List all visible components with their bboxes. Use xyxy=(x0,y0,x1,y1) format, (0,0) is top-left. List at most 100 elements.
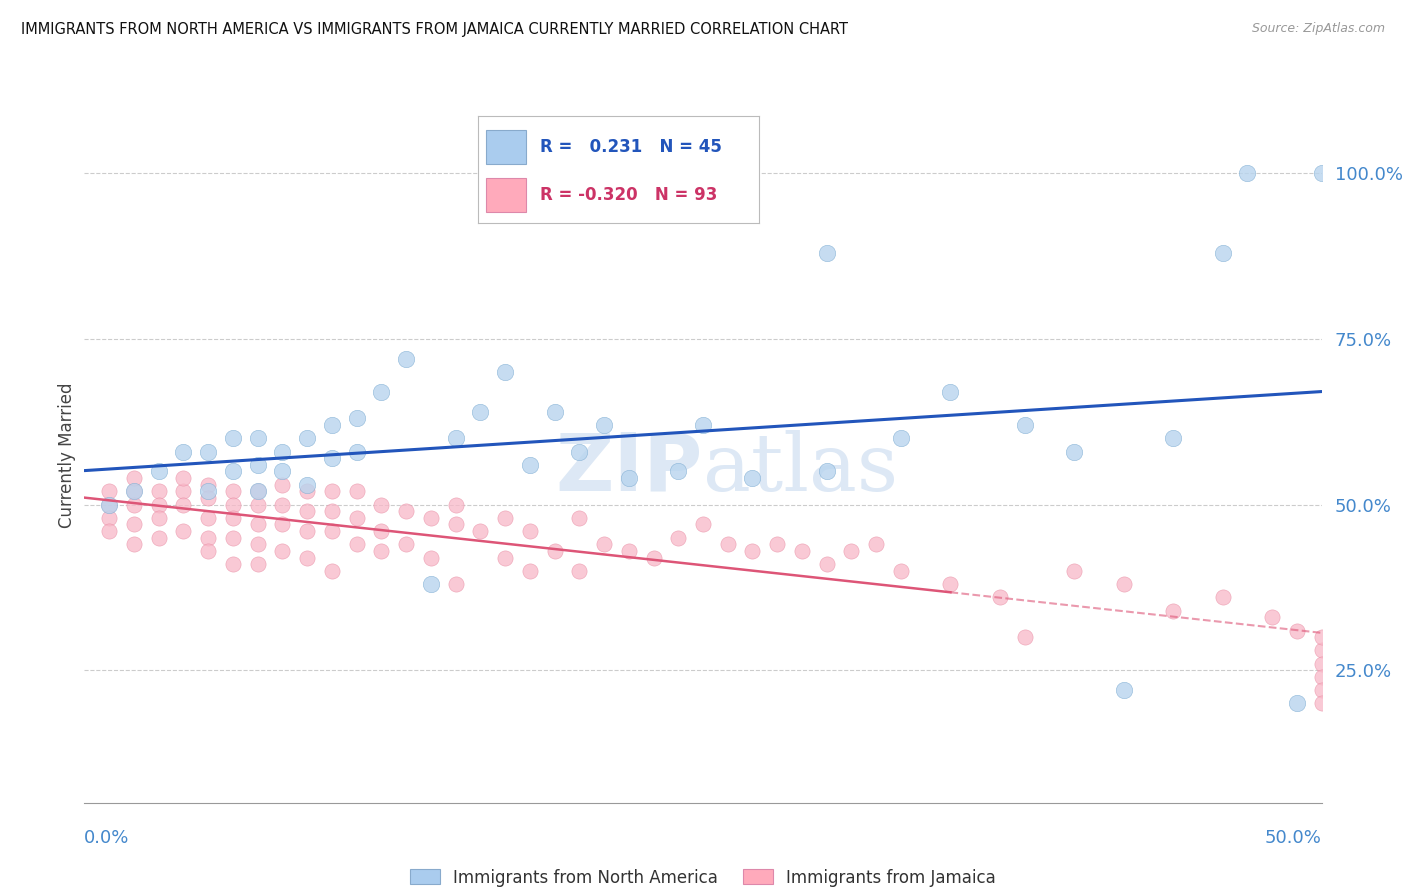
Point xyxy=(666,531,689,545)
Point xyxy=(815,245,838,260)
Point xyxy=(148,484,170,499)
Point xyxy=(717,537,740,551)
Point xyxy=(419,511,441,525)
Point xyxy=(568,564,591,578)
Point xyxy=(246,537,269,551)
Point xyxy=(246,458,269,472)
Point xyxy=(321,504,343,518)
Point xyxy=(98,498,121,512)
Point xyxy=(271,444,294,458)
Point xyxy=(222,484,245,499)
Point xyxy=(246,484,269,499)
Bar xyxy=(486,130,526,164)
Point xyxy=(444,577,467,591)
Point xyxy=(321,564,343,578)
Point xyxy=(741,471,763,485)
Point xyxy=(617,544,640,558)
Point xyxy=(172,484,194,499)
Point xyxy=(1310,166,1333,180)
Point xyxy=(1310,670,1333,684)
Point xyxy=(890,564,912,578)
Point xyxy=(246,498,269,512)
Point xyxy=(148,531,170,545)
Point xyxy=(519,564,541,578)
Point xyxy=(1014,630,1036,644)
Point xyxy=(1063,444,1085,458)
Point xyxy=(543,544,565,558)
Point xyxy=(444,498,467,512)
Point xyxy=(222,465,245,479)
Text: R = -0.320   N = 93: R = -0.320 N = 93 xyxy=(540,186,717,204)
Point xyxy=(172,471,194,485)
Point xyxy=(395,504,418,518)
Point xyxy=(395,537,418,551)
Point xyxy=(988,591,1011,605)
Point xyxy=(519,524,541,538)
Point xyxy=(370,524,392,538)
Point xyxy=(370,384,392,399)
Point xyxy=(122,517,145,532)
Point xyxy=(246,517,269,532)
Point xyxy=(346,511,368,525)
Text: 0.0%: 0.0% xyxy=(84,830,129,847)
Point xyxy=(1310,643,1333,657)
Text: R =   0.231   N = 45: R = 0.231 N = 45 xyxy=(540,138,721,156)
Point xyxy=(741,544,763,558)
Point xyxy=(666,465,689,479)
Point xyxy=(197,444,219,458)
Point xyxy=(271,517,294,532)
Point xyxy=(295,550,318,565)
Point xyxy=(692,418,714,433)
Point xyxy=(271,498,294,512)
Point xyxy=(346,484,368,499)
Point xyxy=(148,498,170,512)
Text: ZIP: ZIP xyxy=(555,430,703,508)
Y-axis label: Currently Married: Currently Married xyxy=(58,382,76,528)
Point xyxy=(444,517,467,532)
Bar xyxy=(486,178,526,212)
Point xyxy=(494,365,516,379)
Point xyxy=(271,544,294,558)
Point xyxy=(197,531,219,545)
Point xyxy=(295,477,318,491)
Point xyxy=(222,531,245,545)
Point xyxy=(122,498,145,512)
Point xyxy=(122,484,145,499)
Point xyxy=(494,550,516,565)
Point xyxy=(939,577,962,591)
Point xyxy=(865,537,887,551)
Text: IMMIGRANTS FROM NORTH AMERICA VS IMMIGRANTS FROM JAMAICA CURRENTLY MARRIED CORRE: IMMIGRANTS FROM NORTH AMERICA VS IMMIGRA… xyxy=(21,22,848,37)
Point xyxy=(543,405,565,419)
Point xyxy=(321,524,343,538)
Point xyxy=(370,544,392,558)
Point xyxy=(444,431,467,445)
Point xyxy=(246,431,269,445)
Point xyxy=(122,537,145,551)
Point xyxy=(1310,683,1333,698)
Point xyxy=(519,458,541,472)
Point xyxy=(222,511,245,525)
Point xyxy=(1014,418,1036,433)
Point xyxy=(370,498,392,512)
Point xyxy=(1112,683,1135,698)
Point xyxy=(841,544,863,558)
Point xyxy=(222,558,245,572)
Point xyxy=(419,550,441,565)
Point xyxy=(593,537,616,551)
Point xyxy=(1310,697,1333,711)
Point xyxy=(98,484,121,499)
Point xyxy=(172,498,194,512)
Point xyxy=(148,465,170,479)
Text: atlas: atlas xyxy=(703,430,898,508)
Point xyxy=(1310,657,1333,671)
Point xyxy=(890,431,912,445)
Point xyxy=(321,484,343,499)
Point xyxy=(98,524,121,538)
Point xyxy=(1112,577,1135,591)
Point xyxy=(271,477,294,491)
Point xyxy=(1236,166,1258,180)
Point xyxy=(470,524,492,538)
Point xyxy=(295,524,318,538)
Point xyxy=(1285,624,1308,638)
Point xyxy=(197,511,219,525)
